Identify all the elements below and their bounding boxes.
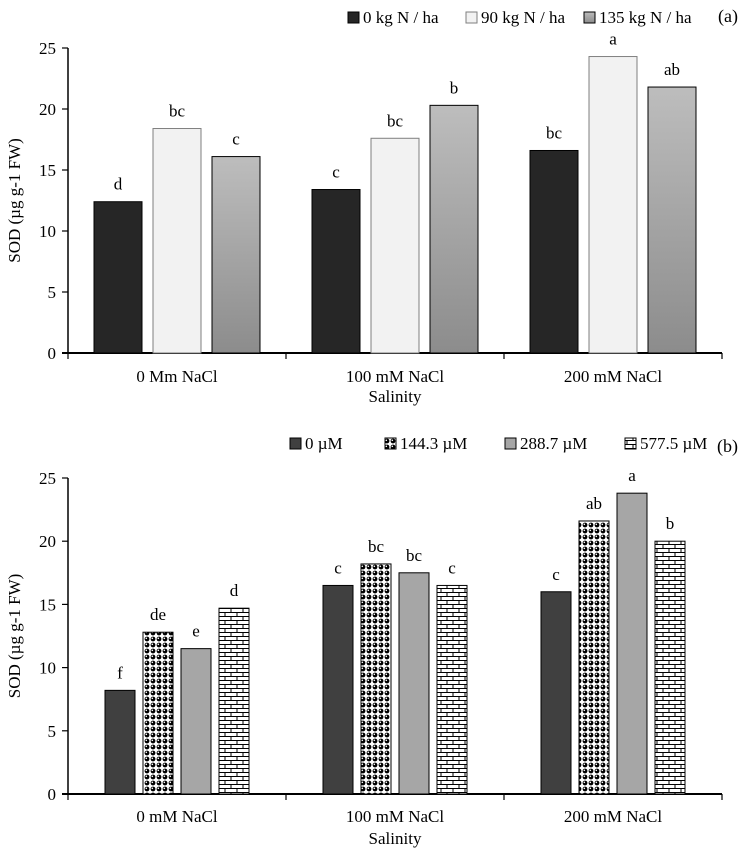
bar-0-m bbox=[104, 689, 136, 795]
significance-letter: bc bbox=[368, 537, 385, 556]
y-axis-label: SOD (µg g-1 FW) bbox=[5, 574, 24, 699]
bar-288-7-m bbox=[180, 648, 212, 795]
legend-swatch bbox=[465, 11, 478, 24]
legend-label: 0 µM bbox=[305, 434, 343, 453]
bar-0-m bbox=[322, 584, 354, 795]
significance-letter: ab bbox=[586, 494, 602, 513]
legend-swatch bbox=[384, 437, 397, 450]
bar-90-kg-n-ha bbox=[152, 128, 202, 354]
significance-letter: d bbox=[114, 175, 123, 194]
y-tick-label: 25 bbox=[39, 469, 56, 488]
bar-0-kg-n-ha bbox=[529, 149, 579, 354]
x-category-label: 100 mM NaCl bbox=[346, 367, 445, 386]
significance-letter: b bbox=[666, 514, 675, 533]
y-tick-label: 20 bbox=[39, 532, 56, 551]
x-category-label: 0 Mm NaCl bbox=[136, 367, 218, 386]
legend-swatch bbox=[347, 11, 360, 24]
bar-135-kg-n-ha bbox=[211, 156, 261, 354]
bar-577-5-m bbox=[654, 540, 686, 795]
bar-0-kg-n-ha bbox=[93, 201, 143, 354]
significance-letter: b bbox=[450, 78, 459, 97]
bar-144-3-m bbox=[578, 520, 610, 795]
bar-288-7-m bbox=[616, 492, 648, 795]
bar-577-5-m bbox=[436, 584, 468, 795]
x-axis-label: Salinity bbox=[369, 387, 422, 406]
legend-swatch bbox=[289, 437, 302, 450]
significance-letter: a bbox=[609, 30, 617, 49]
bar-90-kg-n-ha bbox=[588, 56, 638, 354]
x-category-label: 0 mM NaCl bbox=[136, 807, 218, 826]
panel-label: (b) bbox=[717, 436, 738, 457]
significance-letter: c bbox=[334, 558, 342, 577]
significance-letter: e bbox=[192, 622, 200, 641]
legend-label: 577.5 µM bbox=[640, 434, 707, 453]
y-tick-label: 20 bbox=[39, 100, 56, 119]
significance-letter: c bbox=[232, 130, 240, 149]
y-tick-label: 25 bbox=[39, 39, 56, 58]
significance-letter: ab bbox=[664, 60, 680, 79]
bar-288-7-m bbox=[398, 572, 430, 795]
y-tick-label: 10 bbox=[39, 222, 56, 241]
x-axis-label: Salinity bbox=[369, 829, 422, 848]
legend-label: 144.3 µM bbox=[400, 434, 467, 453]
bar-135-kg-n-ha bbox=[429, 104, 479, 354]
legend-swatch bbox=[583, 11, 596, 24]
y-tick-label: 15 bbox=[39, 595, 56, 614]
bar-144-3-m bbox=[360, 563, 392, 795]
x-category-label: 200 mM NaCl bbox=[564, 807, 663, 826]
significance-letter: bc bbox=[169, 102, 186, 121]
bar-0-kg-n-ha bbox=[311, 189, 361, 354]
y-tick-label: 10 bbox=[39, 659, 56, 678]
x-category-label: 100 mM NaCl bbox=[346, 807, 445, 826]
significance-letter: de bbox=[150, 605, 166, 624]
legend-swatch bbox=[624, 437, 637, 450]
y-tick-label: 0 bbox=[48, 785, 57, 804]
chart-panel-b: 0 5 10 15 20 25 SOD (µg g-1 FW) 0 mM NaCl f de e d 1… bbox=[5, 434, 738, 848]
legend-label: 288.7 µM bbox=[520, 434, 587, 453]
bar-577-5-m bbox=[218, 607, 250, 795]
significance-letter: a bbox=[628, 466, 636, 485]
significance-letter: bc bbox=[546, 123, 563, 142]
x-category-label: 200 mM NaCl bbox=[564, 367, 663, 386]
y-axis-label: SOD (µg g-1 FW) bbox=[5, 138, 24, 263]
significance-letter: c bbox=[552, 565, 560, 584]
bar-0-m bbox=[540, 591, 572, 795]
bar-135-kg-n-ha bbox=[647, 86, 697, 354]
y-tick-label: 15 bbox=[39, 161, 56, 180]
bar-90-kg-n-ha bbox=[370, 137, 420, 354]
significance-letter: d bbox=[230, 581, 239, 600]
y-tick-label: 5 bbox=[48, 283, 57, 302]
bar-144-3-m bbox=[142, 631, 174, 795]
legend-label: 0 kg N / ha bbox=[363, 8, 439, 27]
significance-letter: c bbox=[448, 558, 456, 577]
panel-label: (a) bbox=[718, 6, 738, 27]
significance-letter: c bbox=[332, 163, 340, 182]
legend-label: 135 kg N / ha bbox=[599, 8, 692, 27]
significance-letter: f bbox=[117, 663, 123, 682]
y-tick-label: 0 bbox=[48, 344, 57, 363]
significance-letter: bc bbox=[387, 111, 404, 130]
legend-swatch bbox=[504, 437, 517, 450]
y-tick-label: 5 bbox=[48, 722, 57, 741]
legend-label: 90 kg N / ha bbox=[481, 8, 566, 27]
significance-letter: bc bbox=[406, 546, 423, 565]
